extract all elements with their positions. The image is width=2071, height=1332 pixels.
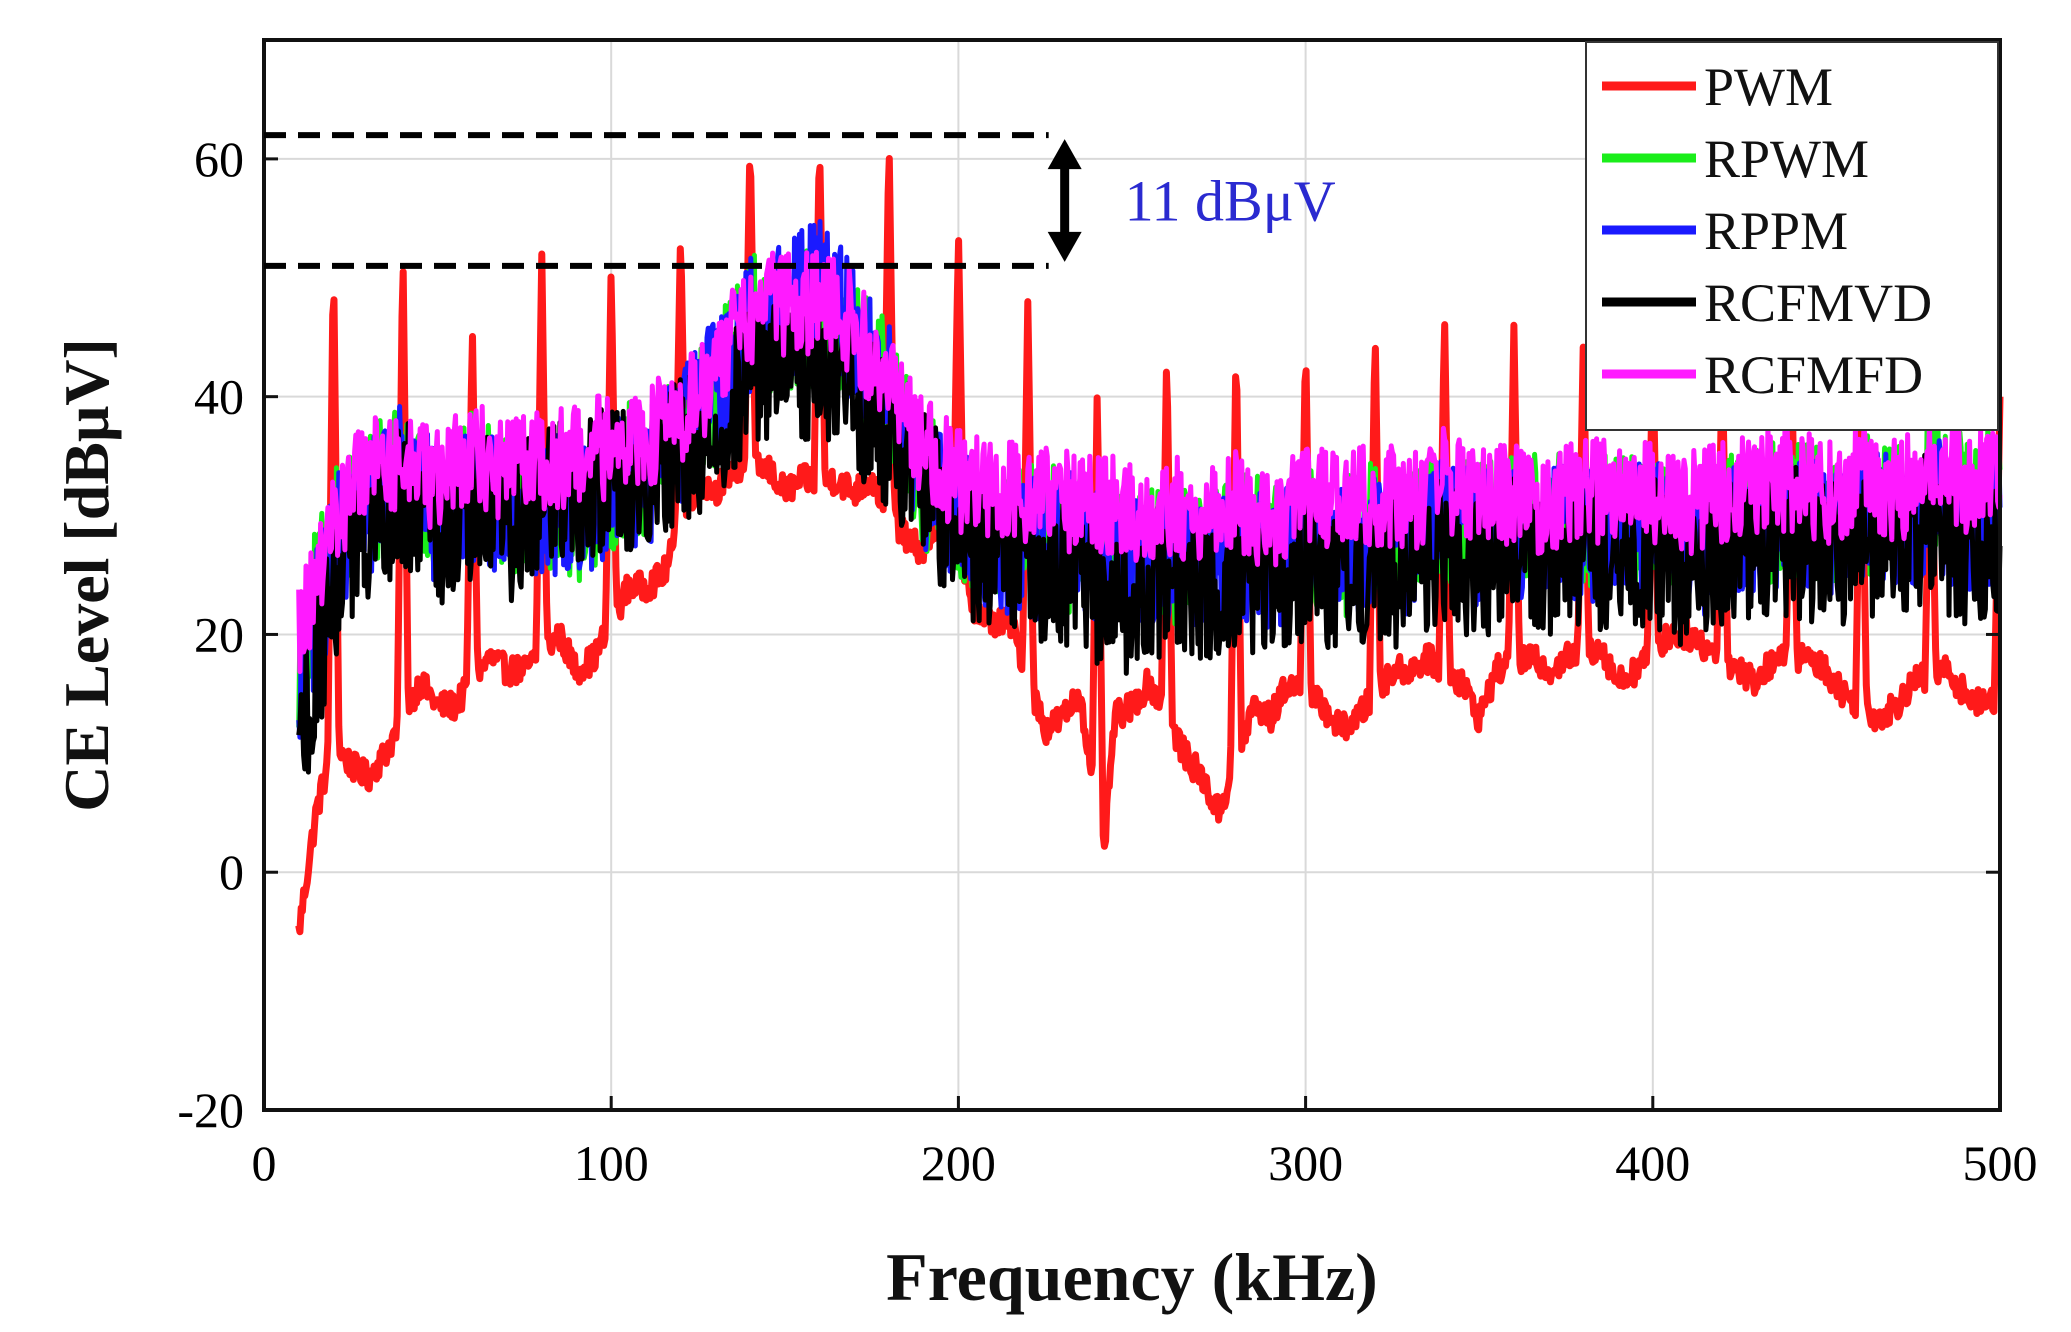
annotation: 11 dBμV [264, 132, 1336, 269]
x-tick-label: 400 [1615, 1135, 1690, 1191]
x-tick-label: 300 [1268, 1135, 1343, 1191]
legend-box [1585, 41, 1999, 431]
x-axis-title: Frequency (kHz) [886, 1239, 1378, 1315]
x-tick-label: 200 [921, 1135, 996, 1191]
series-line-rcfmfd [296, 249, 2003, 675]
legend-label-pwm: PWM [1704, 57, 1833, 117]
y-tick-label: 20 [194, 606, 244, 662]
x-tick-label: 100 [574, 1135, 649, 1191]
annotation-arrow-head-down [1047, 231, 1082, 262]
x-tick-label: 0 [252, 1135, 277, 1191]
annotation-label: 11 dBμV [1125, 169, 1336, 234]
series-line-rcfmvd [296, 292, 2003, 775]
y-axis-title: CE Level [dBμV] [51, 338, 122, 812]
legend-label-rcfmfd: RCFMFD [1704, 345, 1923, 405]
y-tick-label: 60 [194, 131, 244, 187]
x-tick-label: 500 [1963, 1135, 2038, 1191]
series-line-pwm [295, 155, 2004, 936]
y-tick-label: 0 [219, 844, 244, 900]
legend-label-rppm: RPPM [1704, 201, 1848, 261]
annotation-arrow-head-up [1047, 139, 1082, 170]
legend: PWM RPWM RPPM RCFMVD RCFMFD [1585, 41, 1999, 431]
plot-frame [262, 38, 2002, 1112]
y-tick-label: -20 [177, 1082, 244, 1138]
legend-label-rcfmvd: RCFMVD [1704, 273, 1932, 333]
legend-label-rpwm: RPWM [1704, 129, 1869, 189]
plot-series [295, 155, 2004, 936]
y-tick-label: 40 [194, 369, 244, 425]
